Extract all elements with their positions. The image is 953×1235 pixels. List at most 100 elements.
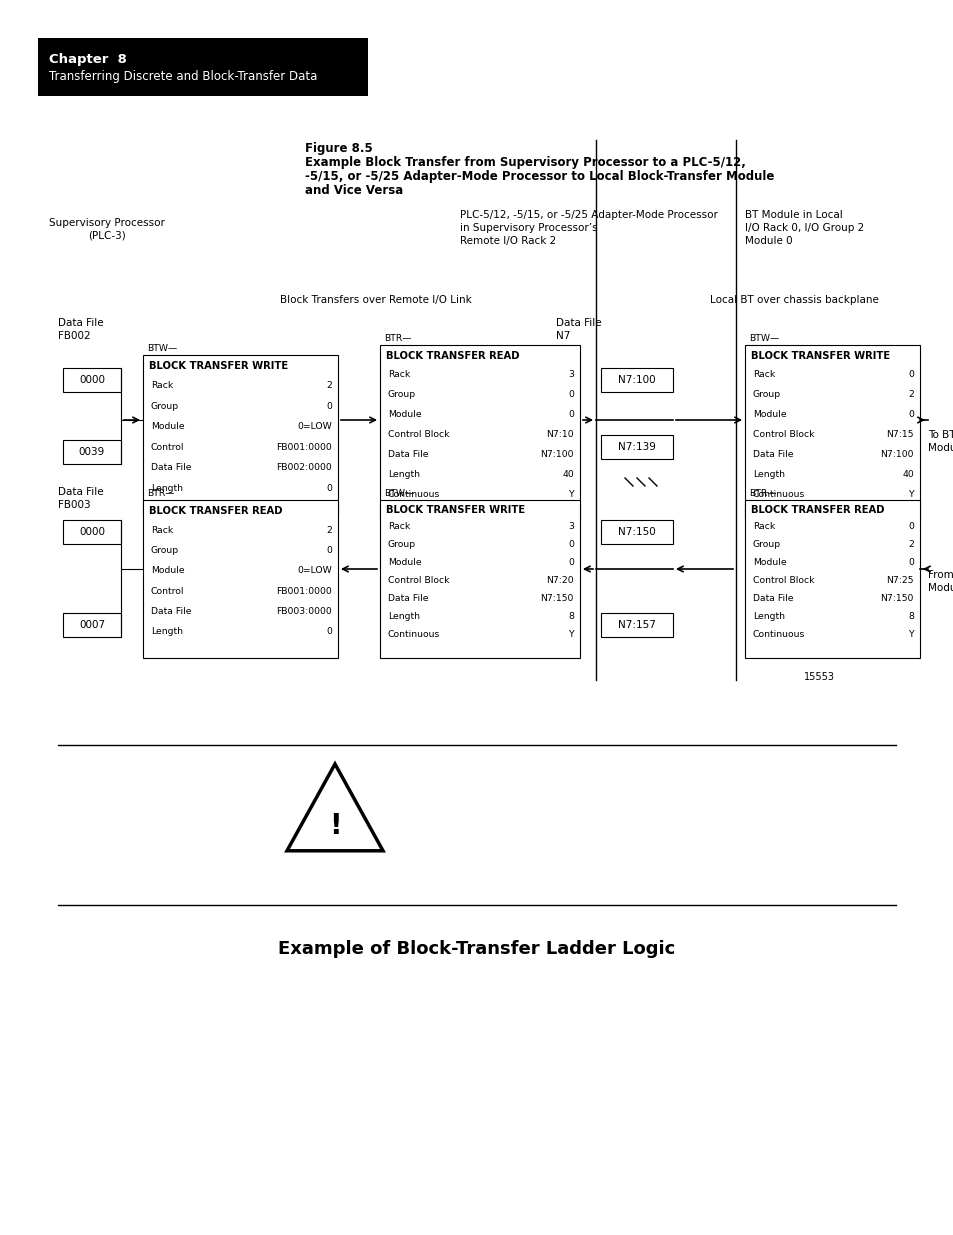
Text: 2: 2 bbox=[326, 526, 332, 535]
Text: 0: 0 bbox=[907, 370, 913, 379]
Text: Group: Group bbox=[151, 401, 179, 411]
Text: Example Block Transfer from Supervisory Processor to a PLC-5/12,: Example Block Transfer from Supervisory … bbox=[305, 156, 745, 169]
Bar bbox=[63, 368, 121, 391]
Bar bbox=[63, 520, 121, 543]
Text: N7:157: N7:157 bbox=[618, 620, 656, 630]
Text: Control Block: Control Block bbox=[752, 577, 814, 585]
Bar bbox=[143, 500, 337, 658]
Text: N7:150: N7:150 bbox=[618, 527, 655, 537]
Text: 0000: 0000 bbox=[79, 527, 105, 537]
Text: PLC-5/12, -5/15, or -5/25 Adapter-Mode Processor: PLC-5/12, -5/15, or -5/25 Adapter-Mode P… bbox=[459, 210, 717, 220]
Text: Module: Module bbox=[927, 583, 953, 593]
Bar bbox=[63, 613, 121, 637]
Text: Module: Module bbox=[151, 422, 185, 431]
Text: Figure 8.5: Figure 8.5 bbox=[305, 142, 373, 156]
Text: Rack: Rack bbox=[752, 522, 775, 531]
Text: Supervisory Processor: Supervisory Processor bbox=[49, 219, 165, 228]
Text: Control Block: Control Block bbox=[388, 430, 449, 438]
Text: 40: 40 bbox=[561, 469, 574, 479]
Text: 0: 0 bbox=[326, 401, 332, 411]
Text: 0: 0 bbox=[568, 541, 574, 550]
Text: Module: Module bbox=[752, 558, 786, 567]
Text: (PLC-3): (PLC-3) bbox=[88, 231, 126, 241]
Text: Data File: Data File bbox=[58, 317, 104, 329]
Text: Group: Group bbox=[151, 546, 179, 556]
Text: N7:25: N7:25 bbox=[885, 577, 913, 585]
Text: Continuous: Continuous bbox=[388, 489, 440, 499]
Text: Control: Control bbox=[151, 443, 184, 452]
Text: 0: 0 bbox=[326, 484, 332, 493]
Text: Group: Group bbox=[752, 541, 781, 550]
Text: Data File: Data File bbox=[58, 487, 104, 496]
Text: Length: Length bbox=[752, 613, 784, 621]
Bar bbox=[600, 368, 672, 391]
Text: Control Block: Control Block bbox=[388, 577, 449, 585]
Text: Group: Group bbox=[752, 390, 781, 399]
Text: N7:139: N7:139 bbox=[618, 442, 656, 452]
Text: N7:150: N7:150 bbox=[540, 594, 574, 603]
Text: FB002:0000: FB002:0000 bbox=[276, 463, 332, 472]
Text: 0000: 0000 bbox=[79, 375, 105, 385]
Text: Length: Length bbox=[388, 469, 419, 479]
Text: BLOCK TRANSFER READ: BLOCK TRANSFER READ bbox=[750, 505, 883, 515]
Text: 40: 40 bbox=[902, 469, 913, 479]
Text: BTW—: BTW— bbox=[384, 489, 414, 498]
Text: Module: Module bbox=[388, 410, 421, 419]
Text: N7:100: N7:100 bbox=[880, 450, 913, 459]
Text: Y: Y bbox=[568, 630, 574, 640]
Text: To BT: To BT bbox=[927, 430, 953, 440]
Text: Group: Group bbox=[388, 390, 416, 399]
Text: 8: 8 bbox=[568, 613, 574, 621]
Text: Data File: Data File bbox=[752, 594, 793, 603]
Text: 0: 0 bbox=[568, 410, 574, 419]
Text: N7:15: N7:15 bbox=[885, 430, 913, 438]
Text: Length: Length bbox=[388, 613, 419, 621]
Text: 2: 2 bbox=[907, 541, 913, 550]
Bar bbox=[379, 345, 579, 520]
Bar bbox=[600, 435, 672, 459]
Text: N7:10: N7:10 bbox=[546, 430, 574, 438]
Text: Module: Module bbox=[388, 558, 421, 567]
Text: N7:100: N7:100 bbox=[618, 375, 655, 385]
Bar bbox=[38, 38, 368, 96]
Bar bbox=[600, 613, 672, 637]
Text: Data File: Data File bbox=[151, 606, 192, 616]
Text: N7:150: N7:150 bbox=[880, 594, 913, 603]
Text: Example of Block-Transfer Ladder Logic: Example of Block-Transfer Ladder Logic bbox=[278, 940, 675, 958]
Text: Y: Y bbox=[907, 630, 913, 640]
Text: Rack: Rack bbox=[151, 526, 173, 535]
Bar bbox=[744, 500, 919, 658]
Bar bbox=[379, 500, 579, 658]
Text: Chapter  8: Chapter 8 bbox=[49, 53, 127, 65]
Text: 0039: 0039 bbox=[79, 447, 105, 457]
Text: Data File: Data File bbox=[151, 463, 192, 472]
Text: 15553: 15553 bbox=[803, 672, 834, 682]
Text: BLOCK TRANSFER WRITE: BLOCK TRANSFER WRITE bbox=[386, 505, 524, 515]
Text: N7: N7 bbox=[556, 331, 570, 341]
Text: Length: Length bbox=[151, 484, 183, 493]
Text: in Supervisory Processor’s: in Supervisory Processor’s bbox=[459, 224, 597, 233]
Text: Local BT over chassis backplane: Local BT over chassis backplane bbox=[709, 295, 878, 305]
Text: From BT: From BT bbox=[927, 571, 953, 580]
Text: Rack: Rack bbox=[388, 522, 410, 531]
Text: Rack: Rack bbox=[752, 370, 775, 379]
Text: BT Module in Local: BT Module in Local bbox=[744, 210, 841, 220]
Text: 0: 0 bbox=[568, 558, 574, 567]
Text: Control Block: Control Block bbox=[752, 430, 814, 438]
Text: Length: Length bbox=[752, 469, 784, 479]
Text: BTW—: BTW— bbox=[748, 333, 779, 343]
Text: 0: 0 bbox=[326, 546, 332, 556]
Bar bbox=[143, 354, 337, 515]
Text: !: ! bbox=[329, 811, 341, 840]
Text: BTR—: BTR— bbox=[147, 489, 174, 498]
Text: 3: 3 bbox=[568, 522, 574, 531]
Bar bbox=[600, 520, 672, 543]
Text: Control: Control bbox=[151, 587, 184, 595]
Text: 0007: 0007 bbox=[79, 620, 105, 630]
Text: Rack: Rack bbox=[151, 382, 173, 390]
Text: 2: 2 bbox=[907, 390, 913, 399]
Text: BLOCK TRANSFER READ: BLOCK TRANSFER READ bbox=[149, 506, 282, 516]
Text: 0: 0 bbox=[907, 558, 913, 567]
Text: Group: Group bbox=[388, 541, 416, 550]
Text: Y: Y bbox=[568, 489, 574, 499]
